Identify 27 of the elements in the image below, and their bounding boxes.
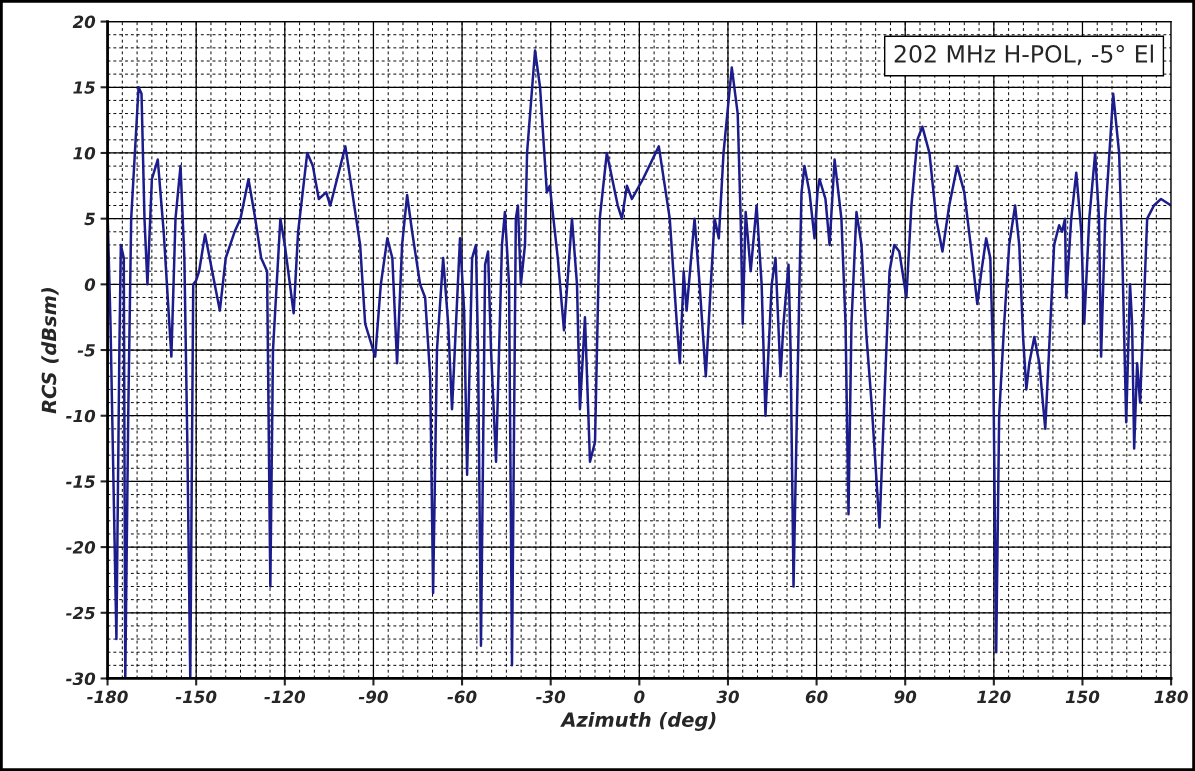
x-tick-label: 90	[894, 690, 917, 704]
x-tick-label: -120	[264, 690, 306, 704]
y-tick-label: 5	[84, 212, 95, 226]
x-tick-label: -30	[536, 690, 566, 704]
x-tick-label: -90	[358, 690, 388, 704]
x-tick-label: -60	[447, 690, 477, 704]
x-tick-label: 180	[1154, 690, 1188, 704]
y-tick-label: -30	[66, 672, 96, 686]
x-axis-title: Azimuth (deg)	[560, 711, 716, 731]
x-tick-label: 60	[805, 690, 828, 704]
y-tick-label: 0	[84, 278, 96, 291]
y-tick-label: -10	[66, 409, 96, 423]
y-tick-label: -15	[66, 475, 95, 488]
x-tick-label: 30	[716, 690, 739, 704]
x-tick-label: 0	[634, 690, 645, 704]
x-tick-label: 150	[1065, 690, 1100, 704]
y-tick-label: -5	[77, 344, 95, 357]
x-tick-label: -180	[87, 690, 128, 704]
x-tick-label: -150	[175, 690, 217, 704]
y-tick-label: 20	[72, 15, 96, 29]
y-axis-title: RCS (dBsm)	[41, 288, 59, 414]
y-tick-label: 15	[73, 81, 95, 94]
x-tick-label: 120	[977, 690, 1011, 704]
y-tick-label: 10	[73, 146, 96, 160]
y-tick-label: -25	[66, 606, 95, 620]
y-tick-label: -20	[66, 541, 96, 554]
annotation: 202 MHz H-POL, -5° El	[894, 44, 1153, 66]
